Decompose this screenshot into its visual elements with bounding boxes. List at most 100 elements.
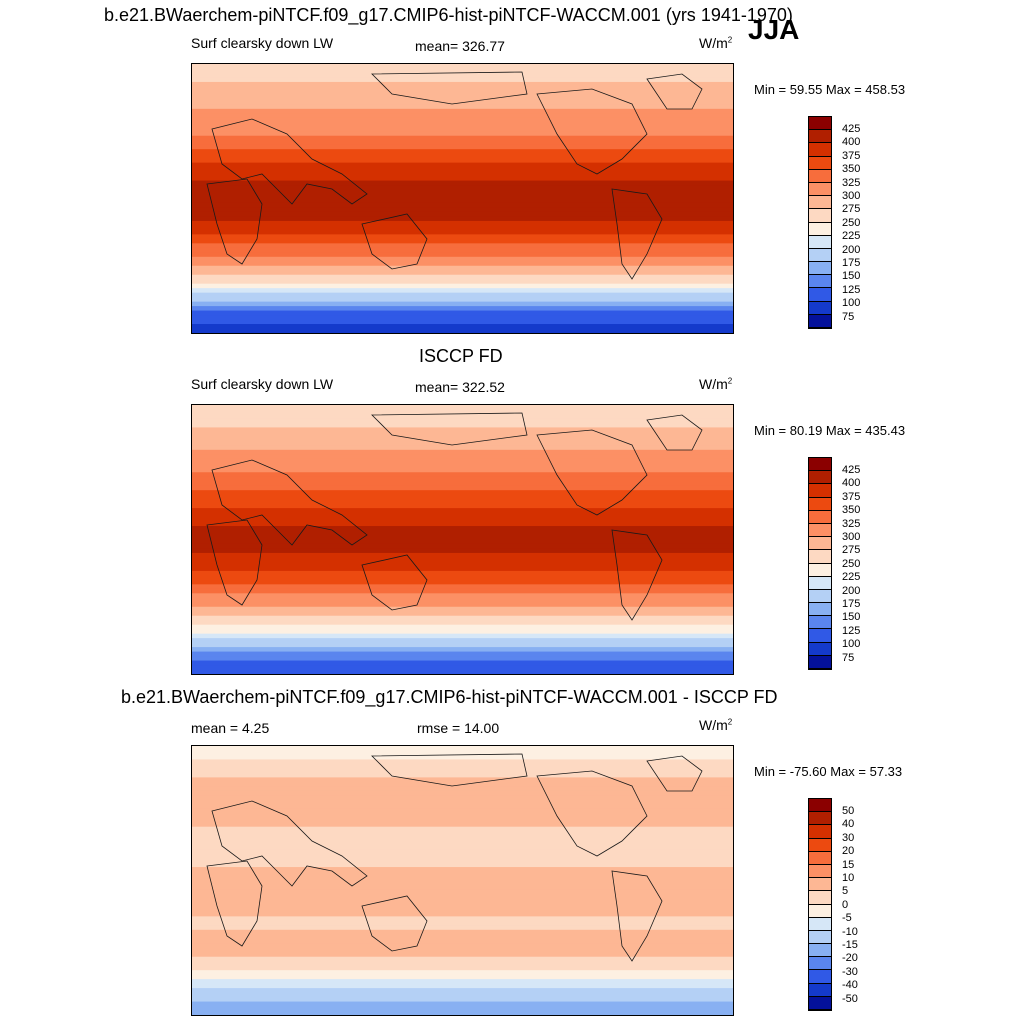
colorbar-tick-label: 125 (842, 283, 861, 296)
map-band (192, 436, 733, 442)
map-band (192, 499, 733, 505)
colorbar-tick-label: 400 (842, 136, 861, 149)
map-band (192, 149, 733, 155)
map-band (192, 786, 733, 792)
map-band (192, 831, 733, 837)
map-band (192, 274, 733, 280)
map-band (192, 301, 733, 307)
map-band (192, 445, 733, 451)
map-band (192, 117, 733, 123)
coastline (646, 73, 703, 110)
map-band (192, 808, 733, 814)
map-band (192, 656, 733, 662)
colorbar-box (809, 970, 831, 984)
colorbar-box (809, 944, 831, 958)
colorbar-tick-label: 300 (842, 190, 861, 203)
map-band (192, 72, 733, 79)
map-band (192, 431, 733, 437)
map-band (192, 171, 733, 177)
map-band (192, 638, 733, 644)
map-band (192, 185, 733, 191)
map-band (192, 508, 733, 514)
coastline (611, 188, 663, 280)
map-band (192, 131, 733, 137)
map-band (192, 315, 733, 321)
panel3-colorbar-ticks: 50 40 30 20 15 10 5 0 -5 -10 -15 -20 -30 -40 -50 (842, 805, 858, 1006)
map-band (192, 956, 733, 962)
map-band (192, 288, 733, 294)
map-band (192, 481, 733, 487)
map-band (192, 68, 733, 74)
map-band (192, 754, 733, 761)
map-band (192, 64, 733, 70)
colorbar-box (809, 143, 831, 157)
colorbar-box (809, 117, 831, 131)
colorbar-box (809, 825, 831, 839)
map-band (192, 979, 733, 985)
map-band (192, 920, 733, 926)
map-band (192, 229, 733, 235)
colorbar-tick-label: 30 (842, 831, 855, 844)
colorbar-box (809, 983, 831, 997)
coastline (536, 770, 648, 857)
colorbar-tick-label: 300 (842, 531, 861, 544)
colorbar-tick-label: 0 (842, 898, 849, 911)
map-band (192, 252, 733, 258)
colorbar-tick-label: -50 (842, 992, 858, 1005)
map-band (192, 77, 733, 83)
map-band (192, 490, 733, 496)
colorbar-box (809, 589, 831, 604)
colorbar-box (809, 799, 831, 813)
map-band (192, 247, 733, 253)
map-band (192, 238, 733, 244)
colorbar-tick-label: -10 (842, 925, 858, 938)
map-band (192, 849, 733, 855)
map-band (192, 86, 733, 92)
map-band (192, 575, 733, 581)
coastline (211, 800, 368, 887)
panel3-units-label: W/m2 (699, 717, 733, 733)
colorbar-tick-label: 375 (842, 149, 861, 162)
map-band (192, 615, 733, 621)
map-band (192, 961, 733, 967)
colorbar-box (809, 563, 831, 577)
coastline (371, 753, 528, 787)
panel2-variable-label: Surf clearsky down LW (191, 376, 334, 392)
map-band (192, 790, 733, 796)
map-band (192, 1001, 733, 1007)
map-band (192, 759, 733, 765)
map-band (192, 216, 733, 222)
map-band (192, 552, 733, 559)
colorbar-box (809, 222, 831, 236)
map-band (192, 463, 733, 469)
colorbar-tick-label: 75 (842, 651, 855, 664)
map-band (192, 256, 733, 262)
map-band (192, 795, 733, 801)
panel3-mean-label: mean = 4.25 (191, 720, 270, 736)
map-band (192, 597, 733, 603)
map-band (192, 651, 733, 657)
map-band (192, 858, 733, 864)
colorbar-box (809, 655, 831, 669)
coastline (371, 71, 528, 105)
map-band (192, 561, 733, 567)
map-band (192, 449, 733, 455)
map-band (192, 804, 733, 810)
colorbar-box (809, 838, 831, 852)
colorbar-box (809, 930, 831, 945)
map-band (192, 113, 733, 119)
colorbar-tick-label: 250 (842, 216, 861, 229)
map-band (192, 503, 733, 509)
map-band (192, 844, 733, 850)
map-band (192, 943, 733, 949)
map-band (192, 970, 733, 976)
season-label: JJA (748, 14, 800, 45)
map-band (192, 126, 733, 132)
map-band (192, 584, 733, 590)
colorbar-box (809, 904, 831, 918)
map-band (192, 530, 733, 536)
map-band (192, 902, 733, 908)
map-band (192, 593, 733, 599)
colorbar-tick-label: 275 (842, 203, 861, 216)
map-band (192, 261, 733, 267)
